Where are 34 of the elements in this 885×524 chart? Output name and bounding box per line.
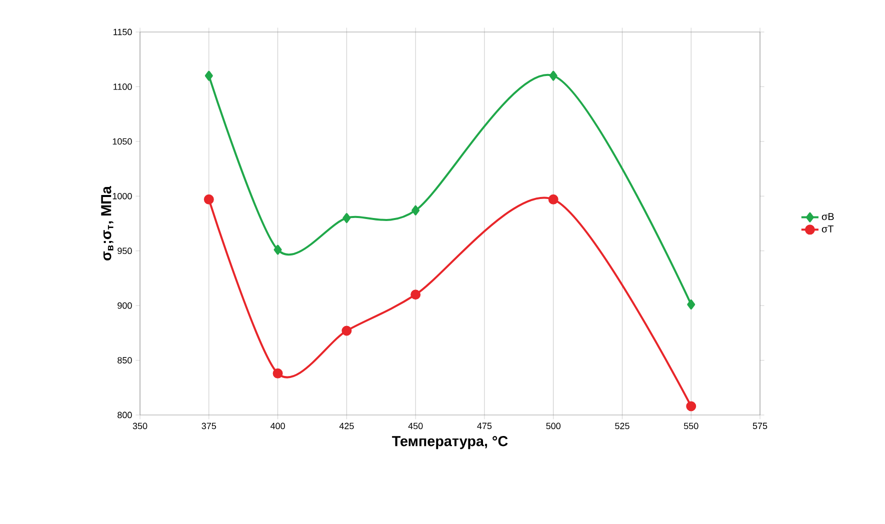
y-tick-label: 1000 (112, 192, 132, 200)
point (204, 194, 214, 204)
y-tick-label: 900 (118, 302, 132, 309)
point (687, 299, 696, 310)
y-tick-label: 950 (118, 248, 132, 254)
y-axis-title: σ$_{в}$;σ$_{т}$, МПа (101, 186, 114, 260)
legend-label: σВ (822, 213, 834, 220)
x-tick-label: 350 (132, 422, 148, 430)
point (548, 194, 558, 204)
x-axis-title: Температура, °C (392, 436, 508, 450)
x-tick-label: 525 (615, 422, 630, 430)
x-tick-label: 475 (477, 422, 492, 430)
point (274, 244, 282, 255)
x-tick-label: 450 (408, 422, 423, 430)
x-tick-label: 400 (270, 422, 285, 430)
point (410, 290, 421, 300)
y-tick-label: 1100 (114, 84, 132, 90)
x-tick-label: 425 (339, 422, 354, 430)
point (272, 368, 283, 378)
legend-label: σТ (822, 225, 834, 232)
y-tick-label: 850 (118, 357, 132, 364)
point (686, 401, 696, 412)
point (549, 70, 558, 81)
x-tick-label: 375 (202, 422, 216, 430)
point (204, 70, 213, 81)
y-tick-label: 1150 (114, 28, 132, 36)
y-tick-label: 800 (118, 412, 132, 418)
point (342, 213, 351, 224)
point (342, 326, 352, 336)
y-tick-label: 1050 (112, 138, 132, 145)
x-tick-label: 500 (546, 422, 560, 430)
x-tick-label: 550 (684, 422, 698, 430)
point (412, 205, 420, 216)
x-tick-label: 575 (752, 422, 768, 430)
